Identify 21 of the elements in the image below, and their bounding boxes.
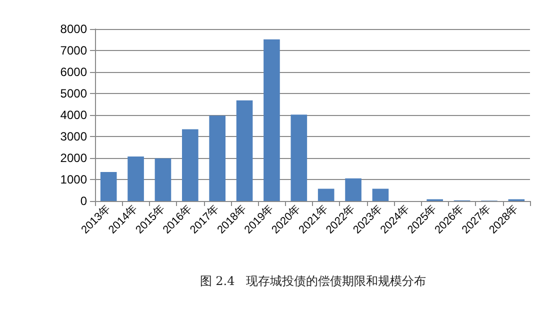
y-tick-label: 0 <box>80 194 88 208</box>
bar <box>236 100 253 201</box>
bar <box>318 188 334 201</box>
y-tick-label: 1000 <box>60 172 88 186</box>
y-tick-label: 2000 <box>60 151 88 165</box>
bar <box>372 188 389 201</box>
text: 图 2.4 现存城投债的偿债期限和规模分布 <box>200 274 426 288</box>
bar <box>100 172 117 201</box>
bar <box>290 114 308 201</box>
bar <box>154 158 172 201</box>
bar <box>128 156 144 201</box>
y-tick-label: 3000 <box>60 130 88 144</box>
bar <box>345 178 362 201</box>
y-tick-label: 4000 <box>60 108 88 122</box>
y-tick-label: 6000 <box>60 65 88 79</box>
y-tick-label: 7000 <box>60 44 88 58</box>
y-tick-label: 5000 <box>60 86 88 100</box>
bar <box>264 39 280 201</box>
bar <box>182 129 198 201</box>
bar <box>209 116 226 201</box>
y-tick-label: 8000 <box>60 22 88 36</box>
